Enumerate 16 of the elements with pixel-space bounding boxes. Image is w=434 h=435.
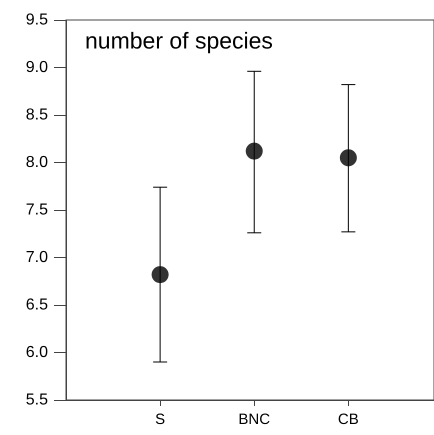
y-tick-label: 6.0 (26, 344, 48, 361)
y-tick-label: 9.0 (26, 59, 48, 76)
y-tick-label: 8.0 (26, 154, 48, 171)
x-tick-label: S (155, 411, 166, 428)
point (340, 149, 357, 166)
y-tick-label: 6.5 (26, 296, 48, 314)
y-tick-label: 9.5 (26, 12, 48, 28)
y-tick-label: 5.5 (26, 392, 48, 408)
y-tick-label: 7.5 (26, 202, 48, 218)
point (152, 266, 169, 284)
point (246, 142, 263, 160)
x-tick-label: BNC (238, 411, 270, 428)
chart-title: number of species (85, 28, 273, 54)
x-tick-label: CB (338, 411, 359, 428)
y-tick-label: 8.5 (26, 106, 48, 124)
y-tick-label: 7.0 (26, 249, 48, 266)
